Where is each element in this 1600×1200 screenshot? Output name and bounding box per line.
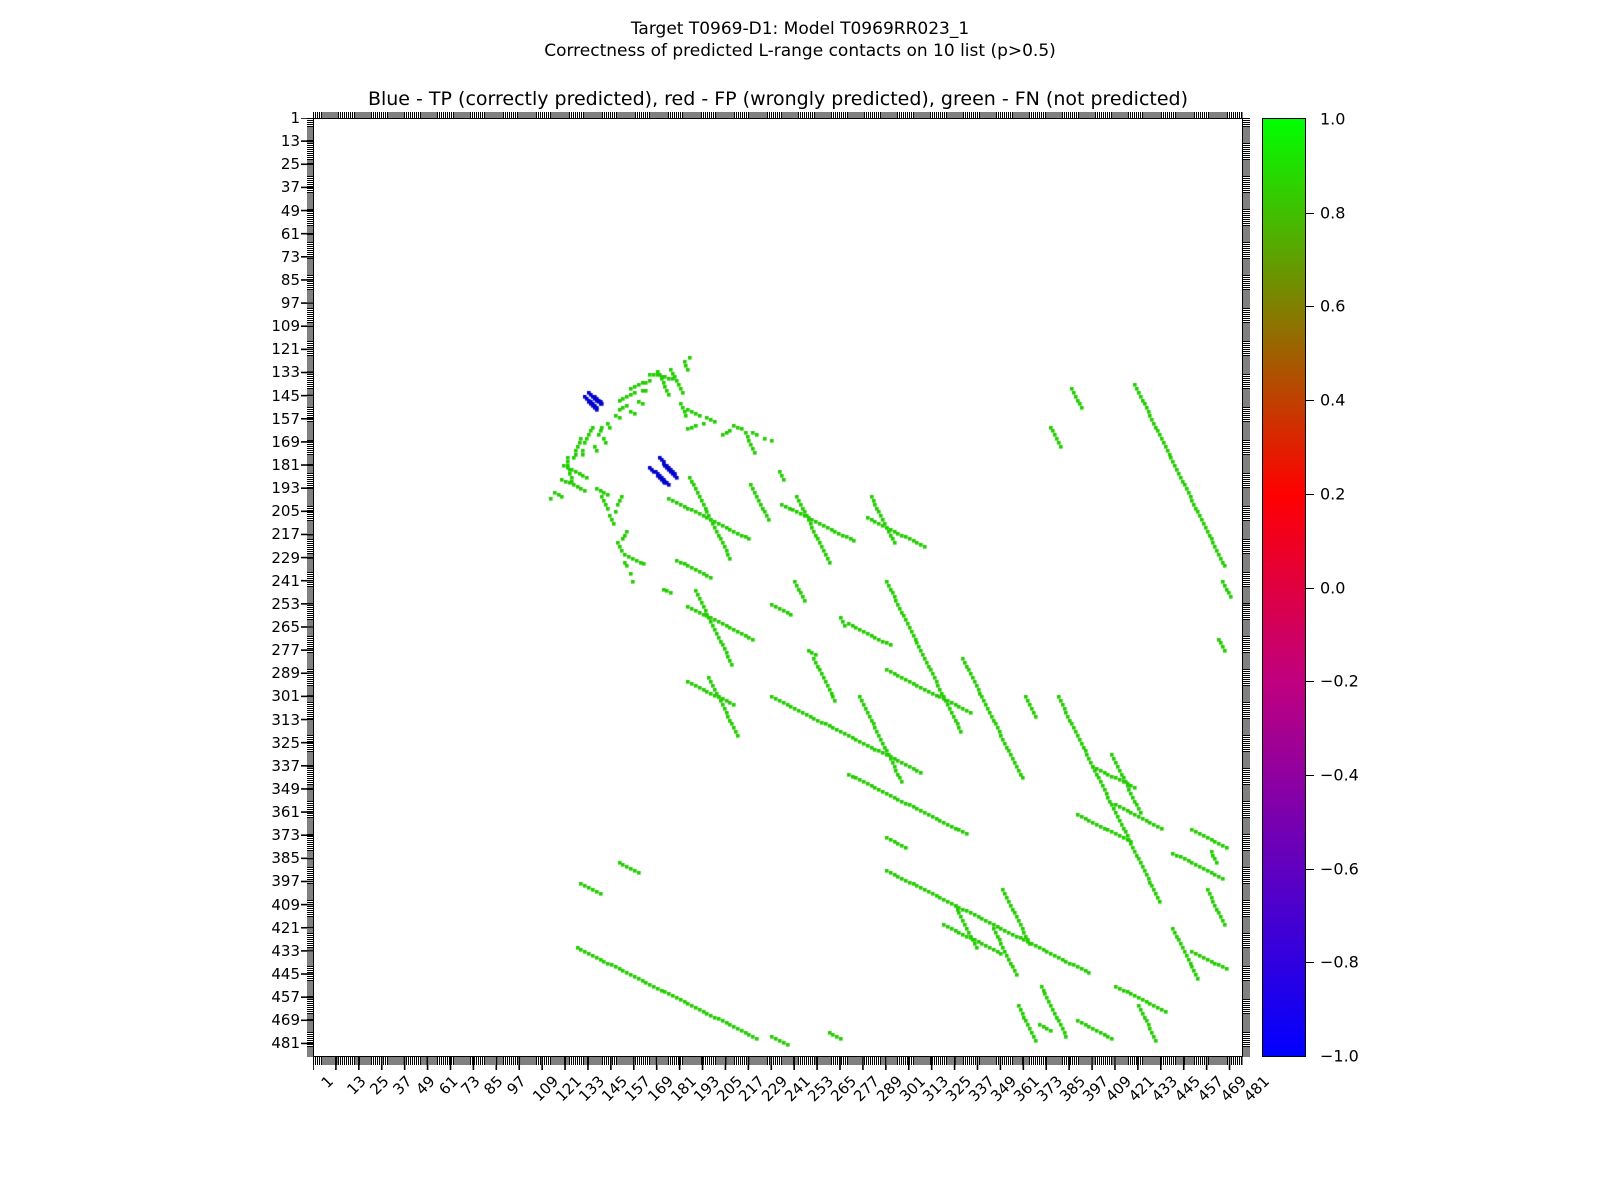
colorbar [1262, 118, 1306, 1057]
y-axis-tick-label: 301 [271, 687, 300, 706]
y-axis-minor-ticks-right [1243, 118, 1250, 1057]
y-axis-tick-label: 49 [280, 201, 300, 220]
chart-title-line2: Correctness of predicted L-range contact… [544, 41, 1056, 61]
colorbar-tick-label: 0.2 [1320, 484, 1346, 504]
colorbar-tick-label: 0.8 [1320, 203, 1346, 223]
colorbar-tick-labels: 1.0 0.8 0.6 0.4 0.2 0.0 −0.2 −0.4 −0.6 −0.8 −1.0 [1306, 110, 1386, 1066]
y-axis-tick-label: 217 [271, 525, 300, 544]
y-axis-tick-label: 445 [271, 965, 300, 984]
y-axis-tick-label: 61 [280, 224, 300, 243]
y-axis-tick-label: 181 [271, 456, 300, 475]
colorbar-tick-label: −0.6 [1320, 859, 1359, 879]
y-axis-tick-label: 157 [271, 409, 300, 428]
y-axis-tick-label: 109 [271, 317, 300, 336]
colorbar-tick-mark [1306, 868, 1314, 870]
y-axis-tick-label: 397 [271, 872, 300, 891]
y-axis-tick-label: 85 [280, 270, 300, 289]
y-axis-tick-label: 313 [271, 710, 300, 729]
colorbar-tick-mark [1306, 587, 1314, 589]
colorbar-tick-label: −0.8 [1320, 952, 1359, 972]
chart-title-line1: Target T0969-D1: Model T0969RR023_1 [630, 19, 970, 39]
y-axis-tick-label: 193 [271, 479, 300, 498]
y-axis-tick-label: 37 [280, 178, 300, 197]
y-axis-tick-label: 25 [280, 155, 300, 174]
y-axis-tick-label: 145 [271, 386, 300, 405]
colorbar-tick-mark [1306, 681, 1314, 683]
y-axis-tick-label: 457 [271, 988, 300, 1007]
y-axis-tick-label: 409 [271, 895, 300, 914]
y-axis-tick-label: 121 [271, 340, 300, 359]
y-axis-tick-labels: 1 13 25 37 49 61 73 85 97 109 121 133 145 157 169 181 19… [258, 109, 300, 1057]
y-axis-tick-label: 13 [280, 132, 300, 151]
y-axis-tick-label: 265 [271, 617, 300, 636]
y-axis-tick-label: 433 [271, 941, 300, 960]
y-axis-tick-label: 253 [271, 594, 300, 613]
y-axis-tick-label: 361 [271, 803, 300, 822]
colorbar-tick-mark [1306, 962, 1314, 964]
y-axis-tick-label: 277 [271, 641, 300, 660]
y-axis-tick-label: 325 [271, 733, 300, 752]
y-axis-tick-label: 289 [271, 664, 300, 683]
x-axis-tick-labels: 1 13 25 37 49 61 73 85 97 109 121 133 145 157 169 181 19… [313, 1068, 1273, 1138]
x-axis-minor-ticks-bottom [313, 1057, 1243, 1065]
x-axis-tick-label: 1 [317, 1072, 338, 1092]
colorbar-gradient [1263, 119, 1305, 1056]
y-axis-tick-label: 385 [271, 849, 300, 868]
colorbar-tick-mark [1306, 493, 1314, 495]
y-axis-tick-label: 133 [271, 363, 300, 382]
colorbar-tick-label: −1.0 [1320, 1046, 1359, 1066]
contact-map-canvas [314, 119, 1242, 1056]
y-axis-tick-label: 97 [280, 294, 300, 313]
y-axis-tick-label: 241 [271, 571, 300, 590]
y-axis-tick-label: 337 [271, 756, 300, 775]
colorbar-tick-label: 0.4 [1320, 390, 1346, 410]
color-legend-text: Blue - TP (correctly predicted), red - F… [367, 88, 1189, 110]
colorbar-tick-mark [1306, 212, 1314, 214]
colorbar-tick-mark [1306, 774, 1314, 776]
y-axis-tick-label: 373 [271, 826, 300, 845]
colorbar-tick-label: 0.0 [1320, 578, 1346, 597]
colorbar-tick-label: 0.6 [1320, 296, 1346, 316]
colorbar-tick-mark [1306, 400, 1314, 402]
colorbar-tick-label: −0.2 [1320, 671, 1359, 691]
contact-map-plot-area [313, 118, 1243, 1057]
y-axis-tick-label: 205 [271, 502, 300, 521]
y-axis-tick-label: 469 [271, 1011, 300, 1030]
y-axis-tick-label: 169 [271, 432, 300, 451]
y-axis-tick-label: 421 [271, 918, 300, 937]
x-axis-tick-label: 97 [503, 1072, 530, 1099]
y-axis-tick-label: 1 [290, 109, 300, 127]
colorbar-tick-label: −0.4 [1320, 765, 1359, 785]
y-axis-tick-label: 481 [271, 1034, 300, 1053]
y-axis-tick-label: 73 [280, 247, 300, 266]
y-axis-tick-label: 349 [271, 779, 300, 798]
colorbar-tick-label: 1.0 [1320, 109, 1346, 129]
chart-title-block: Target T0969-D1: Model T0969RR023_1 Corr… [0, 18, 1600, 62]
colorbar-tick-mark [1306, 306, 1314, 308]
y-axis-tick-label: 229 [271, 548, 300, 567]
x-axis-tick-label: 481 [1239, 1072, 1273, 1106]
